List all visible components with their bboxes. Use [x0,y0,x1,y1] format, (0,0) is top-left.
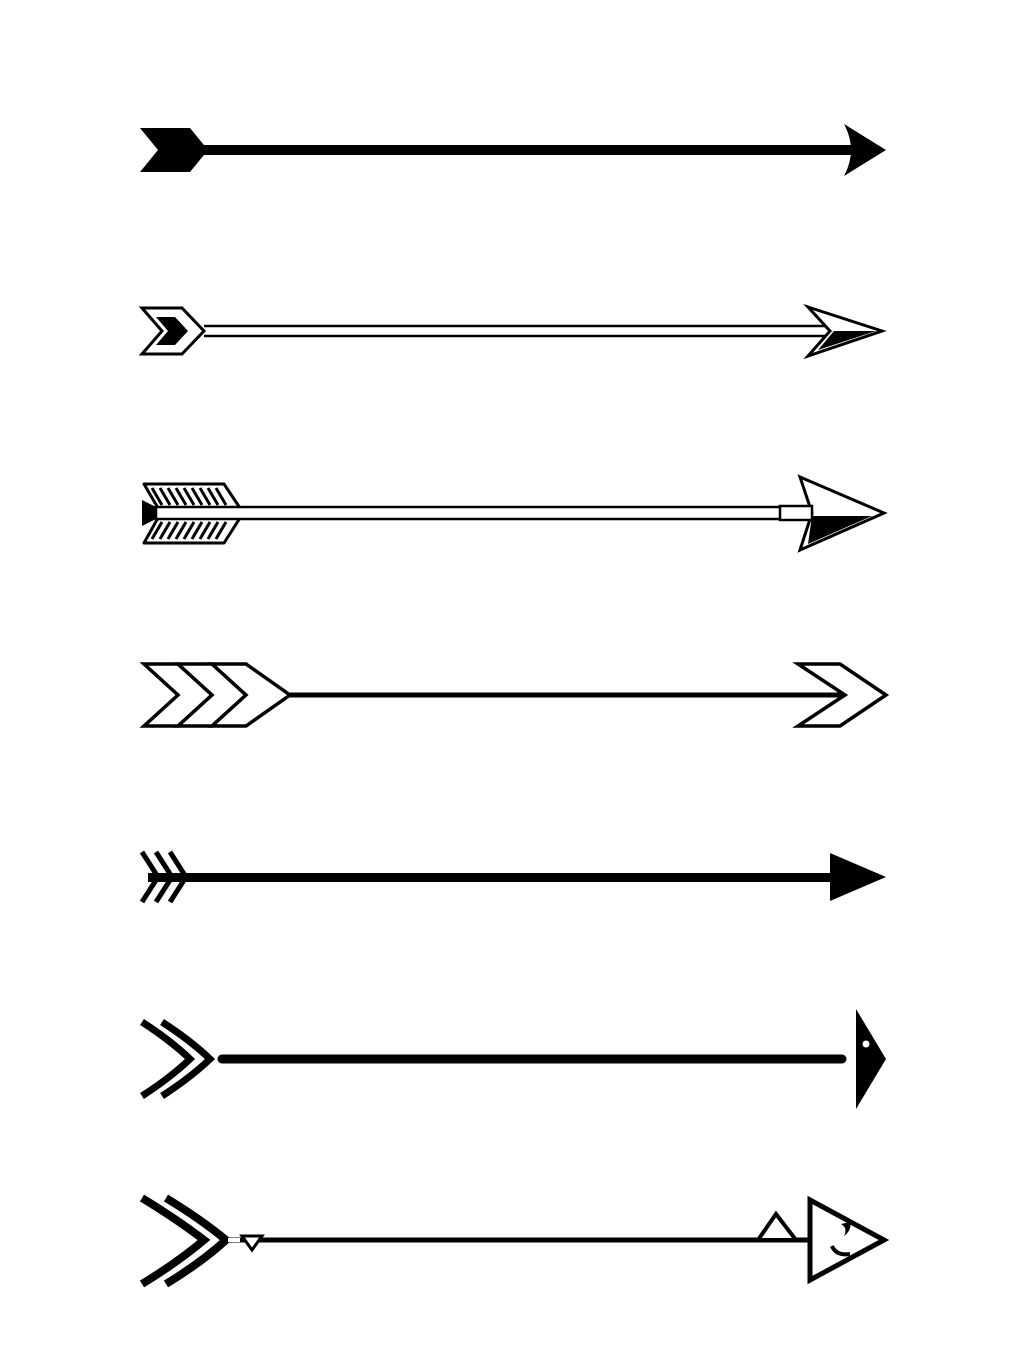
arrow-3-head-fill [808,516,872,544]
arrow-triple-chevron-outline [139,662,890,728]
arrow-1-head [844,124,886,176]
arrow-double-line-outline [138,303,887,360]
arrow-7-head-eye [841,1222,851,1236]
arrow-7-collar [754,1210,801,1242]
arrow-3-head-collar [778,504,814,522]
arrow-3-feather-hatching [150,487,228,540]
arrow-1-shaft [200,145,860,155]
arrow-6-head [856,1009,886,1109]
arrow-2-fletching-inner [156,317,188,345]
arrow-2-fletching-outer [138,306,207,356]
arrow-7-shaft-notch-left [239,1234,265,1253]
arrow-triple-stroke-fletching [139,850,886,904]
arrow-5-shaft [148,873,838,882]
arrow-6-fletching [140,1019,216,1099]
arrow-solid-fletching [140,124,886,176]
arrow-4-chevron-3 [207,662,294,728]
arrow-4-head [792,662,890,728]
arrow-3-nock [142,500,158,526]
arrow-2-head-fill [818,331,876,350]
arrow-5-head [830,853,886,901]
arrow-7-head-mark [830,1245,851,1257]
arrow-chevron-tail-ornate-head [139,1194,890,1288]
arrow-chevron-tail-dot-head [140,1009,886,1109]
arrow-feathered-hatched [142,474,888,553]
arrow-7-head [807,1195,890,1285]
arrow-7-shaft-gap [228,1238,240,1242]
arrow-6-head-dot [862,1040,870,1048]
arrow-1-fletching [140,128,208,172]
arrow-3-shaft-tube [154,505,788,521]
